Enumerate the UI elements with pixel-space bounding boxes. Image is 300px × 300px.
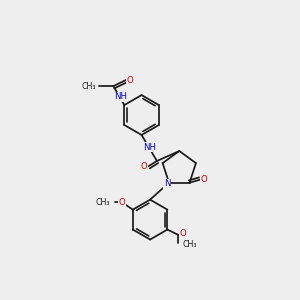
- Text: CH₃: CH₃: [81, 82, 96, 91]
- Text: O: O: [200, 175, 207, 184]
- Text: NH: NH: [114, 92, 127, 101]
- Text: NH: NH: [143, 142, 156, 152]
- Text: CH₃: CH₃: [96, 198, 110, 207]
- Text: CH₃: CH₃: [183, 240, 197, 249]
- Text: N: N: [164, 179, 170, 188]
- Text: O: O: [179, 229, 186, 238]
- Text: O: O: [141, 162, 147, 171]
- Text: O: O: [126, 76, 133, 85]
- Text: O: O: [118, 198, 125, 207]
